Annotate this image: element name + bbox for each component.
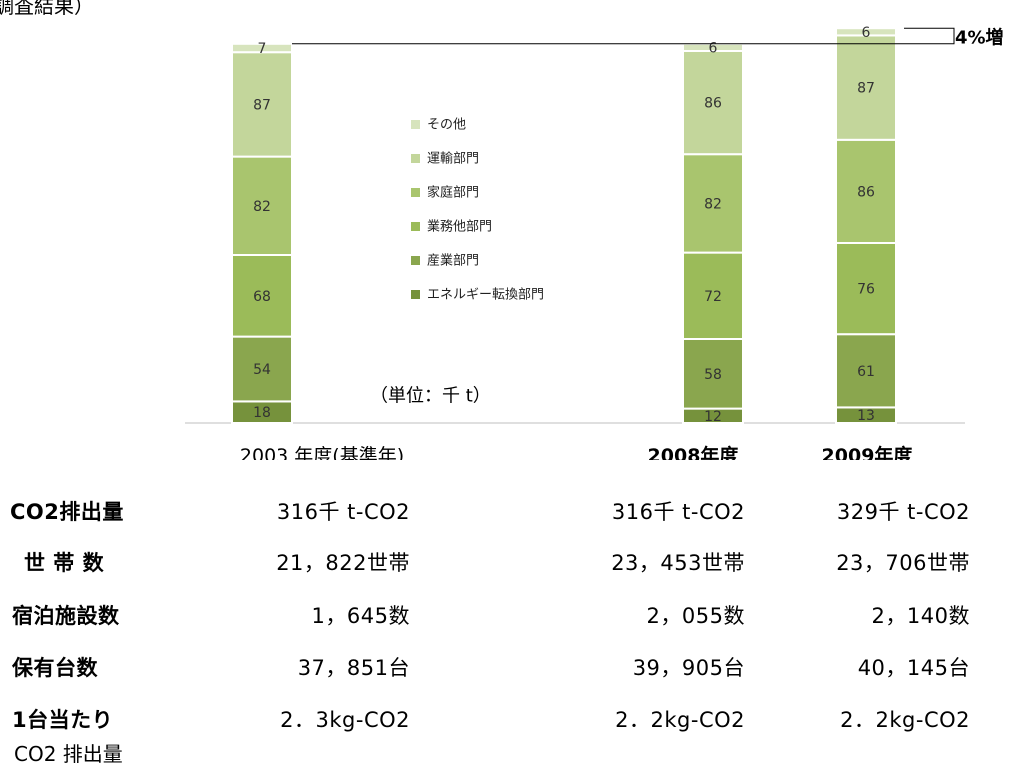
unit-note: （単位：千 t） — [370, 386, 491, 407]
segment-value-label: 54 — [253, 362, 271, 378]
row-header: 1台当たり — [12, 708, 114, 732]
table-cell: 2．2kg-CO2 — [615, 708, 745, 732]
table-cell: 2，140数 — [871, 604, 970, 628]
legend-swatch — [411, 256, 420, 265]
table-row: 宿泊施設数 1，645数 2，055数 2，140数 — [0, 601, 1029, 631]
table-row: 1台当たり 2．3kg-CO2 2．2kg-CO2 2．2kg-CO2 — [0, 705, 1029, 735]
legend-label: 業務他部門 — [427, 219, 492, 235]
bars-group: 18 54 68 82 87 7 12 58 72 82 86 6 13 61 76 86 87 6 — [231, 25, 897, 425]
table-cell: 316千 t-CO2 — [611, 500, 745, 524]
increase-annotation: 4%増 — [955, 27, 1004, 49]
bar-segment — [682, 153, 744, 254]
page-title-fragment: 調査結果） — [0, 0, 94, 18]
table-cell: 37，851台 — [297, 656, 410, 680]
legend-swatch — [411, 290, 420, 299]
table-row: CO2排出量 316千 t-CO2 316千 t-CO2 329千 t-CO2 — [0, 497, 1029, 527]
bar-segment — [682, 251, 744, 341]
segment-value-label: 76 — [857, 282, 875, 298]
row-header: CO2排出量 — [10, 500, 124, 524]
segment-value-label: 61 — [857, 364, 875, 380]
table-cell: 21，822世帯 — [276, 551, 410, 575]
segment-value-label: 18 — [253, 405, 271, 421]
segment-value-label: 86 — [857, 184, 875, 200]
segment-value-label: 87 — [857, 81, 875, 97]
segment-value-label: 13 — [857, 408, 875, 424]
row-header: 世 帯 数 — [24, 551, 105, 575]
table-cell: 316千 t-CO2 — [276, 500, 410, 524]
table-cell: 2．2kg-CO2 — [840, 708, 970, 732]
category-label: 2008年度 — [648, 444, 740, 460]
legend-swatch — [411, 222, 420, 231]
table-row: 世 帯 数 21，822世帯 23，453世帯 23，706世帯 — [0, 548, 1029, 578]
bar-segment — [682, 50, 744, 156]
segment-value-label: 68 — [253, 289, 271, 305]
legend-label: 産業部門 — [427, 253, 479, 269]
segment-value-label: 58 — [704, 367, 722, 383]
bar-segment — [231, 254, 293, 338]
increase-bracket — [904, 27, 955, 45]
segment-value-label: 86 — [704, 96, 722, 112]
bar-segment — [835, 27, 897, 37]
table-row: 保有台数 37，851台 39，905台 40，145台 — [0, 653, 1029, 683]
legend-label: 家庭部門 — [427, 185, 479, 201]
table-cell: 2，055数 — [646, 604, 745, 628]
bar-segment — [231, 51, 293, 158]
bar-segment — [231, 335, 293, 403]
segment-value-label: 72 — [704, 289, 722, 305]
bar-segment — [682, 338, 744, 410]
row-header: 保有台数 — [12, 656, 98, 680]
table-cell: 23，453世帯 — [611, 551, 745, 575]
legend-label: 運輸部門 — [427, 152, 479, 167]
table-cell: 329千 t-CO2 — [836, 500, 970, 524]
category-labels: 2003 年度(基準年) 2008年度 2009年度 — [240, 444, 914, 460]
bar-segment — [835, 333, 897, 409]
legend-swatch — [411, 188, 420, 197]
category-label: 2003 年度(基準年) — [240, 445, 404, 460]
segment-value-label: 82 — [704, 196, 722, 212]
segment-value-label: 87 — [253, 97, 271, 113]
bar-segment — [231, 42, 293, 54]
row-subheader: CO2 排出量 — [14, 742, 123, 766]
segment-value-label: 6 — [709, 40, 718, 56]
segment-value-label: 6 — [862, 25, 871, 41]
table-cell: 39，905台 — [632, 656, 745, 680]
bar-segment — [835, 138, 897, 244]
category-label: 2009年度 — [822, 444, 914, 460]
legend-swatch — [411, 154, 420, 163]
legend-label: エネルギー転換部門 — [427, 288, 544, 303]
segment-value-label: 12 — [704, 409, 722, 425]
table-cell: 2．3kg-CO2 — [280, 708, 410, 732]
stacked-bar-chart: 調査結果） 185468828771258728286613617686876 … — [0, 0, 1004, 460]
table-cell: 1，645数 — [311, 604, 410, 628]
legend-swatch — [411, 120, 420, 129]
table-cell: 23，706世帯 — [836, 551, 970, 575]
increase-callout: 4%増 — [292, 27, 1004, 49]
segment-value-label: 82 — [253, 199, 271, 215]
legend-label: その他 — [427, 118, 466, 133]
row-header: 宿泊施設数 — [12, 604, 120, 628]
segment-value-label: 7 — [258, 41, 267, 57]
table-cell: 40，145台 — [857, 656, 970, 680]
